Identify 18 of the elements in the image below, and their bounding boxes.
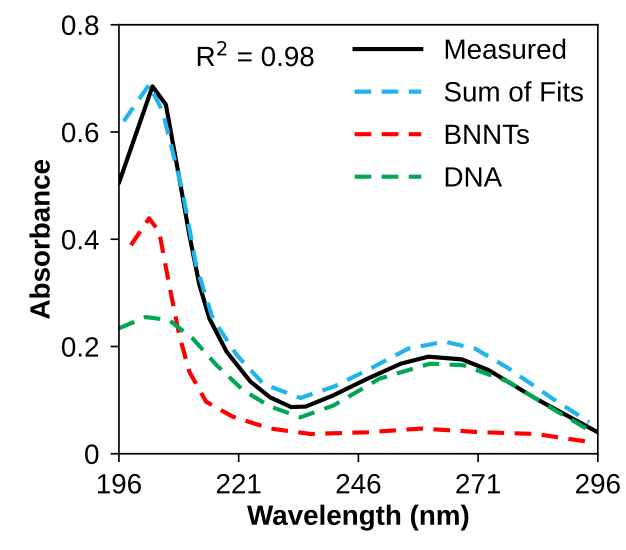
y-tick-label: 0.8 xyxy=(62,15,98,36)
annotation: R$^{2}$ = 0.98 xyxy=(198,40,314,66)
line-series xyxy=(128,216,588,444)
x-tick-label: 196 xyxy=(98,474,141,494)
x-tick-label: 296 xyxy=(576,474,620,494)
y-tick-label: 0.2 xyxy=(62,337,98,357)
legend-label: Measured xyxy=(446,38,566,60)
y-axis-title: Absorbance xyxy=(29,160,50,319)
x-tick-label: 246 xyxy=(336,474,380,494)
y-tick-label: 0 xyxy=(85,444,98,464)
legend-label: Sum of Fits xyxy=(444,81,583,102)
x-axis-title: Wavelength (nm) xyxy=(247,504,468,531)
x-tick-label: 221 xyxy=(216,474,260,494)
y-tick-label: 0.6 xyxy=(62,122,98,142)
x-tick-label: 271 xyxy=(456,474,500,494)
legend-label: BNNTs xyxy=(446,124,529,144)
legend-label: DNA xyxy=(446,167,502,186)
y-tick-label: 0.4 xyxy=(62,230,99,250)
